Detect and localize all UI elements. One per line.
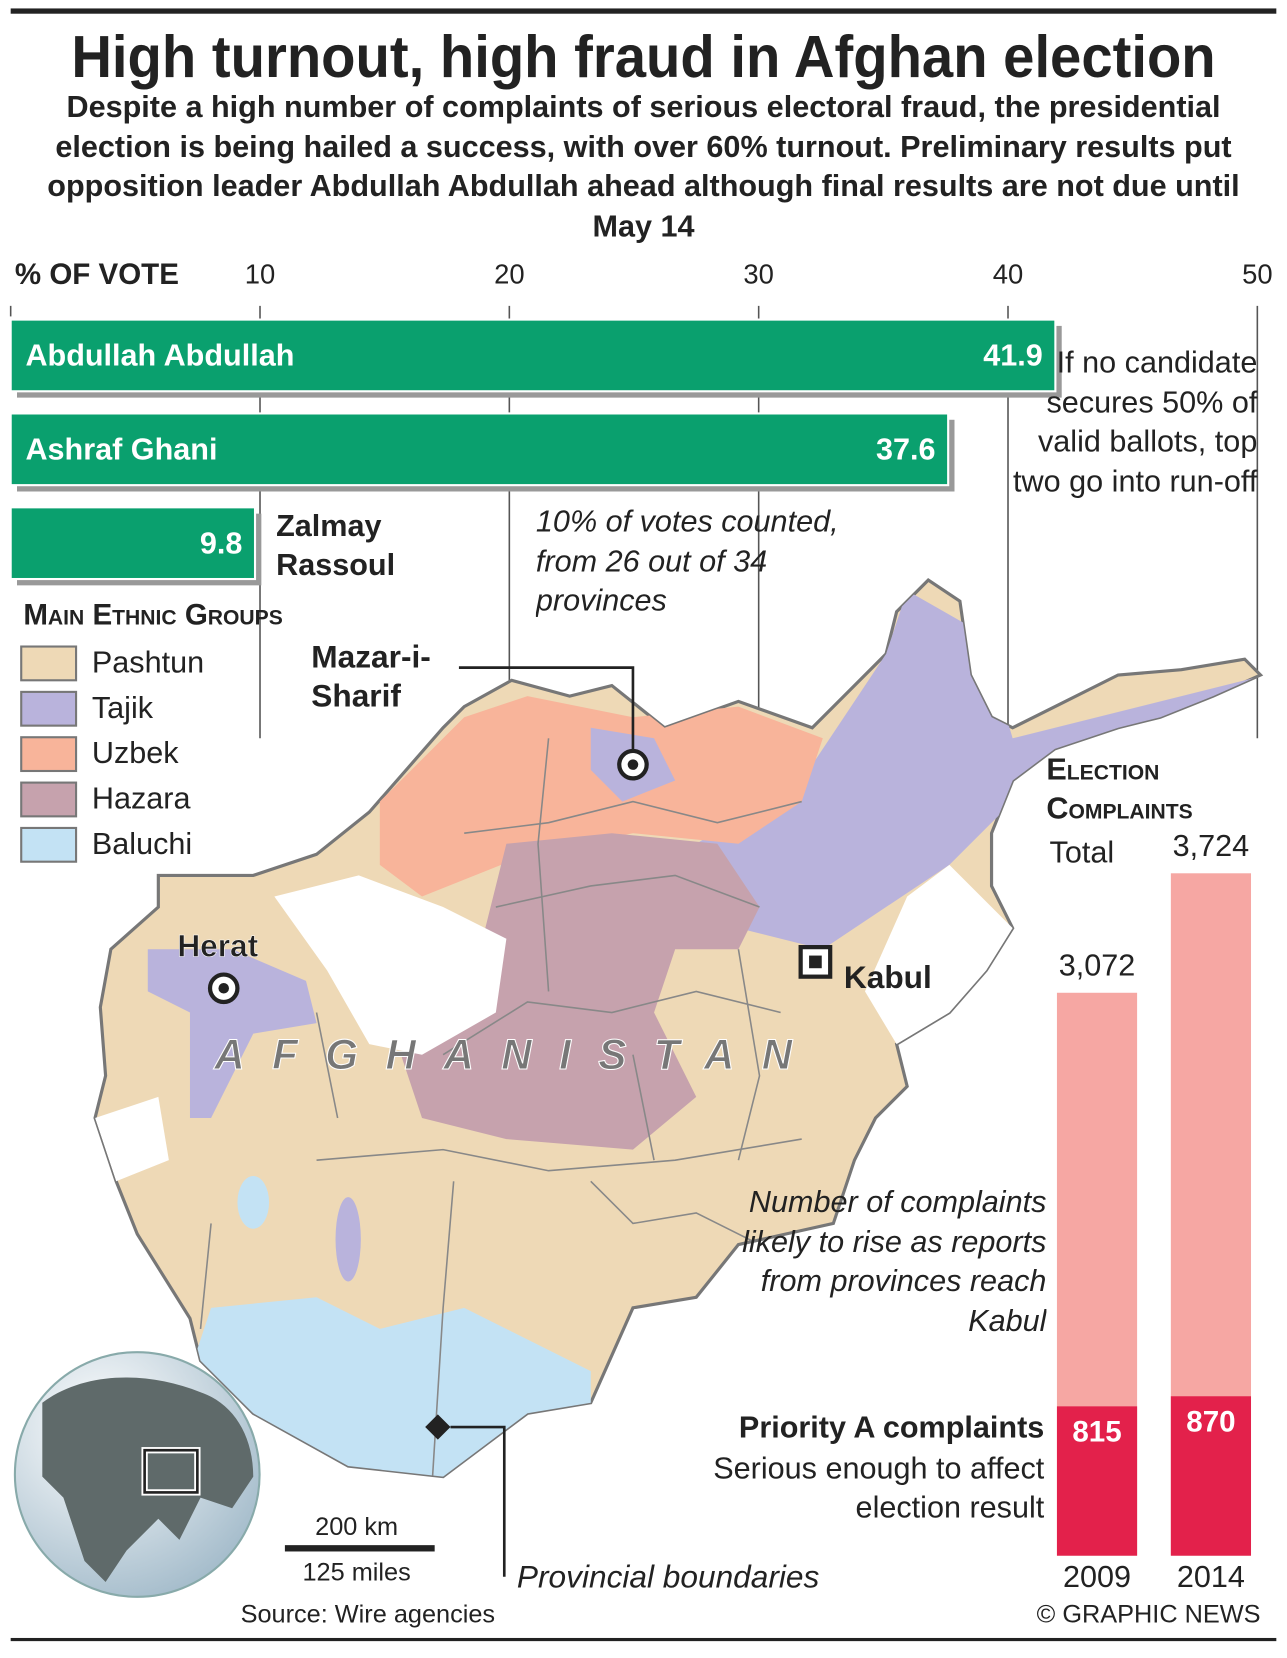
series-description-box: Serious enough to affect election result <box>713 1452 1045 1526</box>
country-label: AFGHANISTAN <box>213 1031 819 1078</box>
city-label: Herat <box>177 928 258 964</box>
map-region <box>400 833 760 1150</box>
map-region <box>335 1197 361 1282</box>
category-label: Ashraf Ghani <box>25 432 217 466</box>
legend-title-box: Main Ethnic Groups <box>23 598 283 631</box>
legend-label: Pashtun <box>92 646 204 680</box>
series-label: Total <box>1050 835 1115 869</box>
bar <box>1056 1406 1138 1556</box>
legend-swatch <box>20 826 78 863</box>
subtitle: Despite a high number of complaints of s… <box>47 90 1240 244</box>
city-marker <box>218 982 229 994</box>
bar <box>9 318 1057 393</box>
x-tick-label: 2009 <box>1063 1560 1131 1594</box>
x-tick-label: 2014 <box>1177 1560 1245 1594</box>
axis-label: % OF VOTE <box>15 258 179 291</box>
annotation: If no candidate secures 50% of valid bal… <box>1013 345 1258 499</box>
annotation-box: 10% of votes counted, from 26 out of 34 … <box>535 505 839 619</box>
map-region <box>237 1175 270 1229</box>
bottom-rule <box>10 1637 1277 1642</box>
map-region <box>95 1096 169 1182</box>
boundaries-label: Provincial boundaries <box>517 1558 820 1594</box>
city-label: Kabul <box>844 959 932 995</box>
series-label: Priority A complaints <box>738 1411 1045 1445</box>
bar <box>9 412 950 487</box>
legend-swatch <box>20 781 78 818</box>
scale-label: 125 miles <box>302 1558 410 1586</box>
x-tick-label: 50 <box>1242 259 1272 290</box>
legend-label: Tajik <box>92 691 154 725</box>
value-label: 9.8 <box>200 526 243 560</box>
scale-bar <box>284 1545 435 1552</box>
annotation: 10% of votes counted, from 26 out of 34 … <box>535 505 839 619</box>
category-label: Zalmay Rassoul <box>276 509 396 583</box>
series-label-box: Priority A complaints <box>738 1411 1045 1445</box>
legend-swatch <box>20 736 78 773</box>
category-label-box: Zalmay Rassoul <box>276 509 396 583</box>
x-tick-label: 10 <box>245 259 275 290</box>
chart-title-box: Election Complaints <box>1046 753 1193 826</box>
leader-line <box>450 1425 506 1577</box>
subtitle-box: Despite a high number of complaints of s… <box>47 90 1240 244</box>
value-label: 37.6 <box>876 432 936 466</box>
legend-label: Baluchi <box>92 827 192 861</box>
legend-swatch <box>20 690 78 727</box>
x-tick-label: 20 <box>494 259 524 290</box>
annotation-box: Number of complaints likely to rise as r… <box>742 1185 1047 1338</box>
annotation-box: If no candidate secures 50% of valid bal… <box>1013 345 1258 499</box>
scale-label: 200 km <box>315 1513 398 1541</box>
legend-label: Uzbek <box>92 736 179 770</box>
credit: © GRAPHIC NEWS <box>1037 1600 1261 1628</box>
x-tick-label: 30 <box>743 259 773 290</box>
legend-title: Main Ethnic Groups <box>23 598 283 631</box>
annotation: Number of complaints likely to rise as r… <box>742 1185 1047 1338</box>
bar <box>1170 1396 1252 1556</box>
legend-label: Hazara <box>92 782 191 816</box>
city-label: Mazar-i-Sharif <box>311 640 431 715</box>
map-region <box>379 696 823 897</box>
value-label: 3,724 <box>1173 829 1250 863</box>
city-marker <box>627 759 639 770</box>
map-region <box>864 864 1013 1045</box>
map-region <box>675 590 1261 950</box>
leader-line <box>458 666 635 751</box>
value-label: 870 <box>1186 1405 1235 1438</box>
value-label: 41.9 <box>983 339 1043 373</box>
map-region <box>274 875 507 1055</box>
chart-title: Election Complaints <box>1046 753 1193 826</box>
map-region <box>147 949 317 1118</box>
x-tick-label: 40 <box>993 259 1023 290</box>
provincial-boundaries <box>199 738 802 1477</box>
city-label-box: Mazar-i-Sharif <box>311 640 431 715</box>
capital-marker <box>809 955 822 969</box>
legend-swatch <box>20 645 78 682</box>
title: High turnout, high fraud in Afghan elect… <box>71 24 1215 90</box>
series-description: Serious enough to affect election result <box>713 1452 1045 1526</box>
source: Source: Wire agencies <box>241 1600 495 1628</box>
globe-locator <box>143 1448 199 1494</box>
top-rule <box>10 8 1277 14</box>
category-label: Abdullah Abdullah <box>25 339 294 373</box>
value-label: 3,072 <box>1059 949 1136 983</box>
boundary-marker <box>425 1414 451 1440</box>
value-label: 815 <box>1072 1416 1121 1449</box>
bar <box>9 506 257 581</box>
